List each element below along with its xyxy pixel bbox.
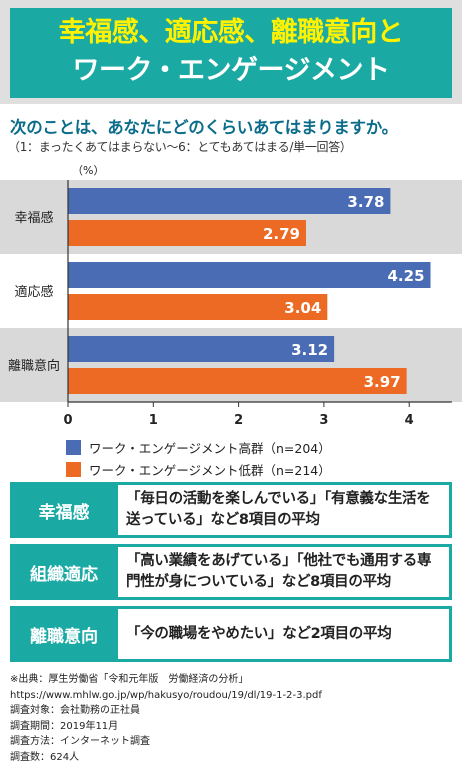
legend-swatch — [66, 439, 81, 455]
definition-label: 幸福感 — [38, 502, 90, 523]
source-url: https://www.mhlw.go.jp/wp/hakusyo/roudou… — [10, 689, 322, 701]
data-label: 4.25 — [388, 267, 425, 285]
x-tick-label: 1 — [149, 413, 158, 428]
definition-text: 「毎日の活動を楽しんでいる」「有意義な生活を送っている」など8項目の平均 — [118, 485, 449, 535]
question-text: 次のことは、あなたにどのくらいあてはまりますか。 — [10, 118, 398, 137]
source-line: ※出典：厚生労働省「令和元年版 労働経済の分析」 — [10, 674, 249, 685]
category-label: 適応感 — [14, 284, 53, 300]
x-tick-label: 0 — [63, 413, 72, 428]
definition-row-adaptation: 組織適応 「高い業績をあげている」「他社でも通用する専門性が身についている」など… — [10, 544, 452, 600]
data-label: 3.78 — [347, 193, 384, 211]
definition-row-turnover: 離職意向 「今の職場をやめたい」など2項目の平均 — [10, 606, 452, 662]
definition-label: 組織適応 — [30, 564, 98, 585]
legend-swatch — [66, 461, 81, 477]
title-line-2: ワーク・エンゲージメント — [72, 55, 390, 86]
definitions-table: 幸福感 「毎日の活動を楽しんでいる」「有意義な生活を送っている」など8項目の平均… — [10, 480, 452, 666]
legend-label: ワーク・エンゲージメント低群（n=214） — [89, 462, 331, 478]
legend-entry: ワーク・エンゲージメント高群（n=204） — [66, 436, 331, 458]
source-line: 調査方法：インターネット調査 — [10, 736, 150, 747]
source-line: 調査数：624人 — [10, 751, 80, 763]
x-tick-label: 3 — [319, 413, 328, 428]
x-tick-label: 2 — [234, 413, 243, 428]
definition-row-happiness: 幸福感 「毎日の活動を楽しんでいる」「有意義な生活を送っている」など8項目の平均 — [10, 482, 452, 538]
data-label: 3.97 — [364, 373, 401, 391]
unit-label: （%） — [72, 164, 104, 177]
header: 幸福感、適応感、離職意向と ワーク・エンゲージメント — [0, 0, 462, 104]
definition-text: 「高い業績をあげている」「他社でも通用する専門性が身についている」など8項目の平… — [118, 547, 449, 597]
data-label: 3.04 — [284, 299, 321, 317]
legend-entry: ワーク・エンゲージメント低群（n=214） — [66, 458, 331, 480]
bar — [68, 336, 335, 362]
source-line: 調査期間：2019年11月 — [10, 720, 119, 732]
bar — [68, 188, 391, 214]
definition-label: 離職意向 — [30, 626, 98, 647]
bar-chart: （%） 3.78 2.79 幸福感 4.25 3.04 適応感 3.12 3.97 離職意向 0 1 2… — [0, 164, 462, 428]
bar — [68, 220, 306, 246]
source-line: 調査対象：会社勤務の正社員 — [10, 705, 140, 716]
legend: ワーク・エンゲージメント高群（n=204） ワーク・エンゲージメント低群（n=21… — [66, 436, 331, 480]
category-label: 離職意向 — [8, 358, 60, 374]
question-note: （1：まったくあてはまらない～6：とてもあてはまる/単一回答） — [8, 140, 352, 154]
x-tick-label: 4 — [405, 413, 414, 428]
category-label: 幸福感 — [14, 210, 53, 226]
bar — [68, 368, 407, 394]
data-label: 3.12 — [291, 341, 328, 359]
legend-label: ワーク・エンゲージメント高群（n=204） — [89, 440, 331, 456]
bar — [68, 294, 328, 320]
bar — [68, 262, 431, 288]
definition-text: 「今の職場をやめたい」など2項目の平均 — [118, 609, 449, 659]
source-notes: ※出典：厚生労働省「令和元年版 労働経済の分析」 https://www.mhl… — [10, 672, 460, 765]
data-label: 2.79 — [263, 225, 300, 243]
title-line-1: 幸福感、適応感、離職意向と — [58, 17, 404, 48]
title-box: 幸福感、適応感、離職意向と ワーク・エンゲージメント — [10, 8, 452, 98]
